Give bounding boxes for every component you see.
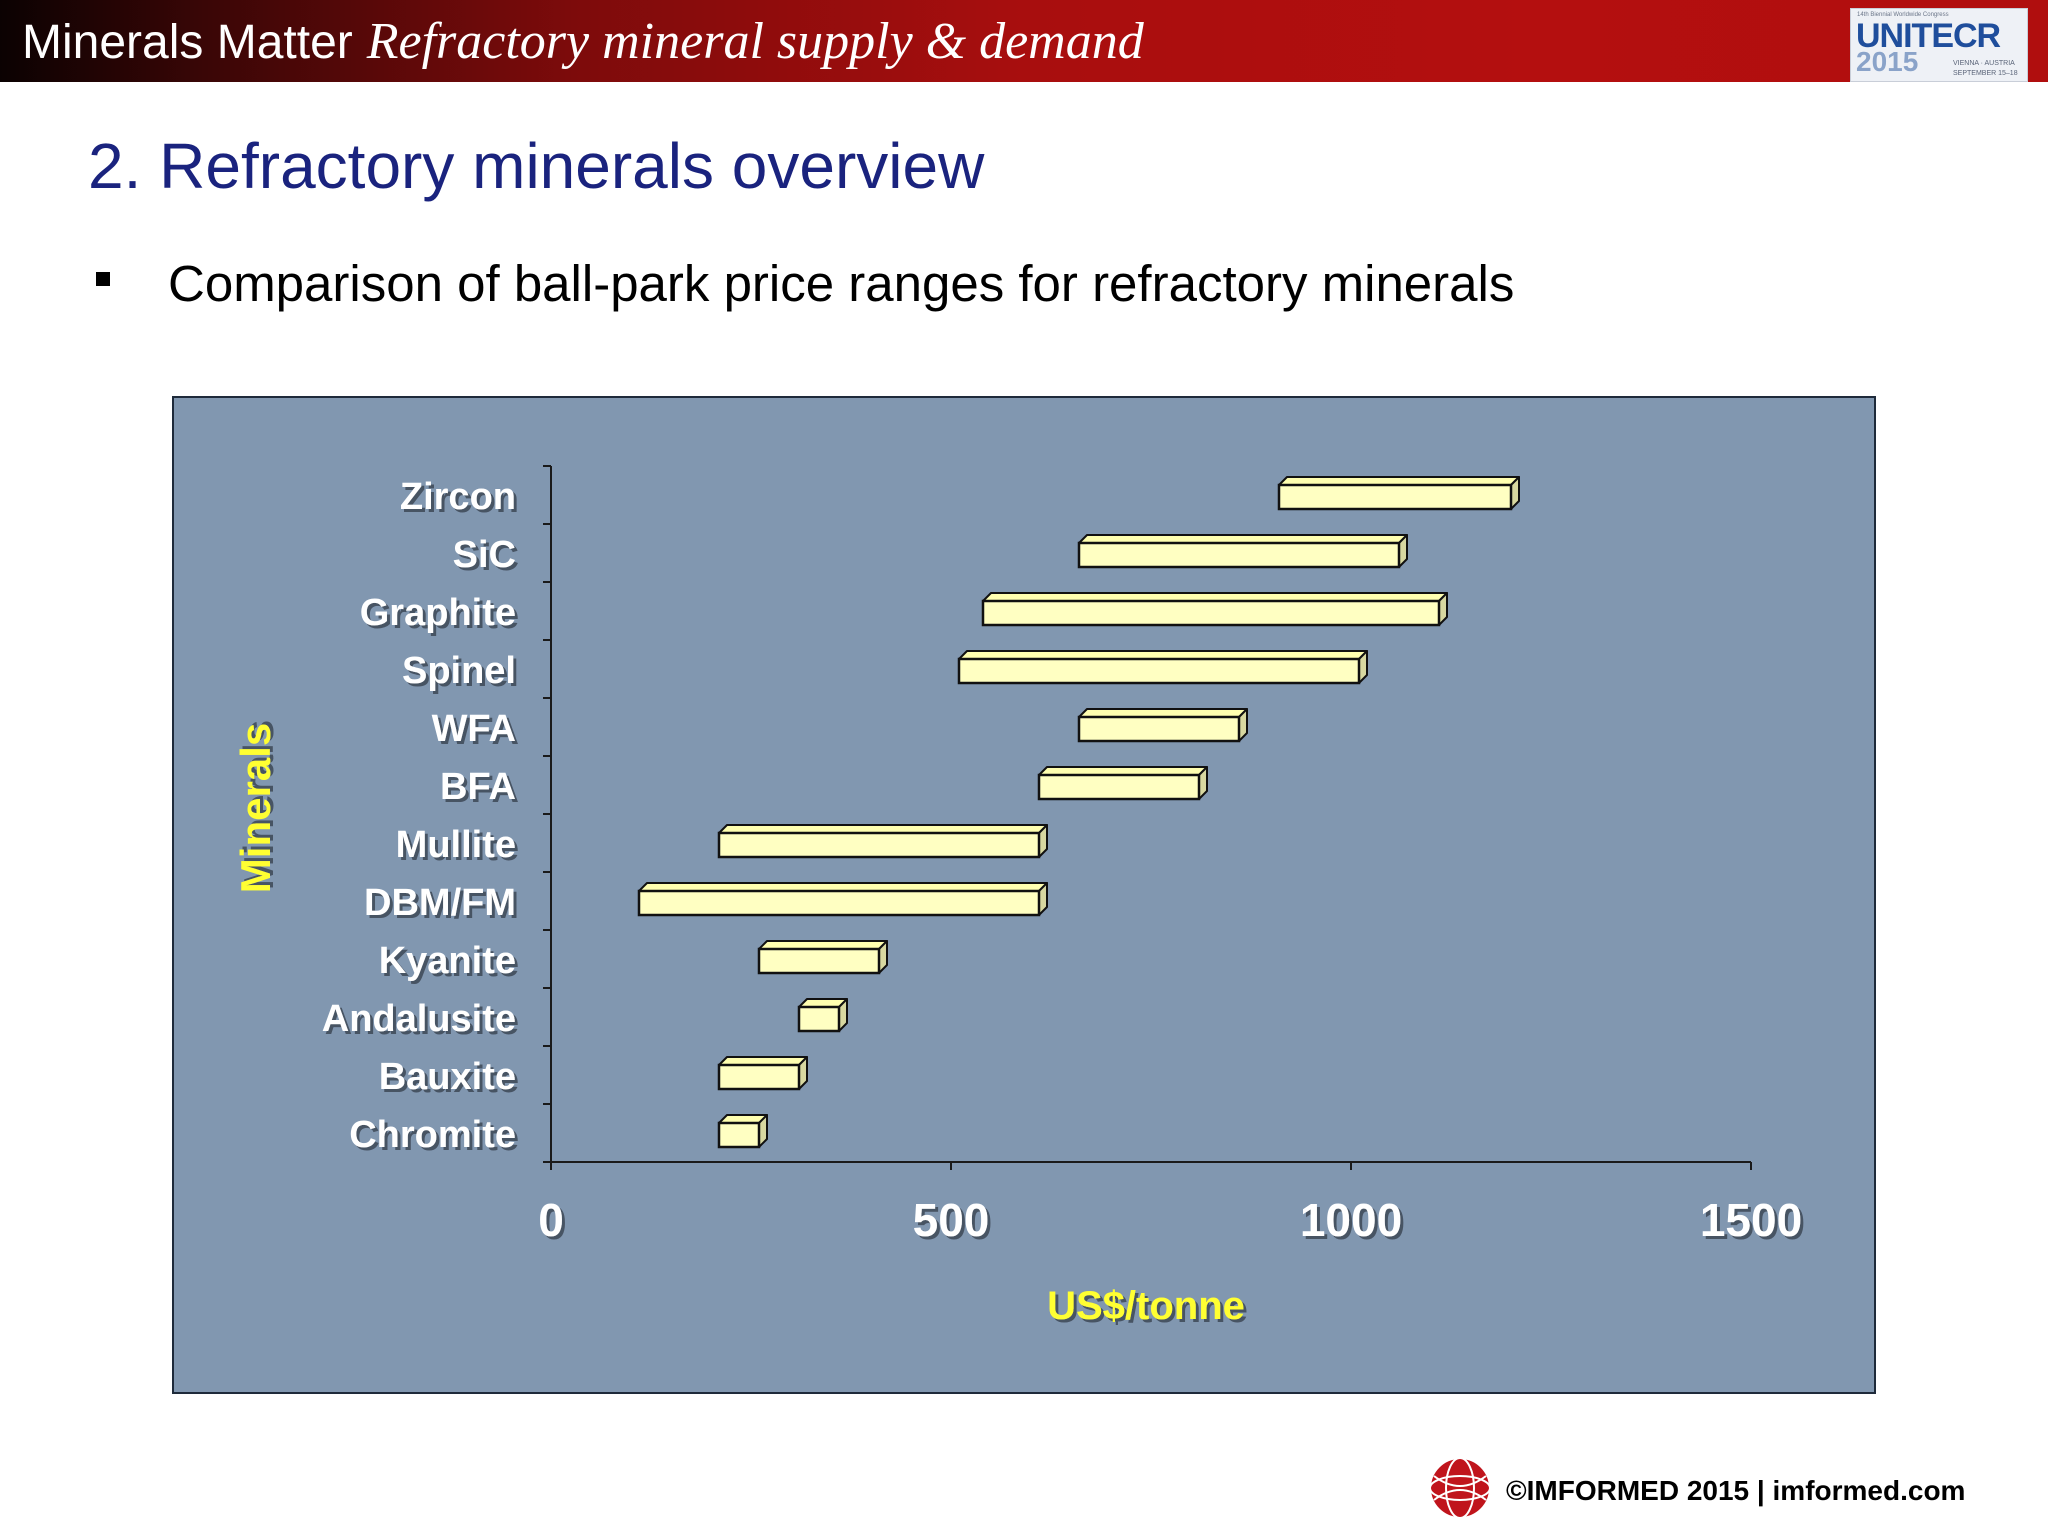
category-label-bfa: BFA xyxy=(440,766,516,808)
header-title-main: Minerals Matter xyxy=(22,16,353,69)
bar-front-face xyxy=(717,1121,761,1149)
bar-bfa xyxy=(1037,766,1208,801)
bar-front-face xyxy=(1077,541,1401,569)
bar-mullite xyxy=(717,824,1048,859)
bar-front-face xyxy=(757,947,881,975)
imformed-globe-icon xyxy=(1429,1457,1491,1519)
y-axis-title: Minerals xyxy=(232,723,279,893)
price-range-chart: 0 500 1000 1500 Zircon SiC Graphite Spinel WFA BF… xyxy=(172,396,1876,1394)
category-label-andalusite: Andalusite xyxy=(322,998,516,1040)
bar-front-face xyxy=(1077,715,1241,743)
x-tick-label: 1000 xyxy=(1300,1194,1402,1246)
labels-layer: 0 500 1000 1500 Zircon SiC Graphite Spinel WFA BF… xyxy=(232,476,1802,1328)
chart-canvas: 0 500 1000 1500 Zircon SiC Graphite Spinel WFA BF… xyxy=(232,465,1802,1328)
logo-tagline: 14th Biennial Worldwide Congress xyxy=(1857,12,1949,18)
category-label-bauxite: Bauxite xyxy=(379,1056,516,1098)
logo-brand: UNITECR xyxy=(1856,17,2001,55)
bar-front-face xyxy=(981,599,1441,627)
footer-copyright: ©IMFORMED 2015 | imformed.com xyxy=(1506,1475,1966,1506)
axes-layer xyxy=(543,465,1752,1170)
category-label-wfa: WFA xyxy=(432,708,516,750)
bullet-square-icon xyxy=(96,272,110,286)
logo-dates: SEPTEMBER 15–18 xyxy=(1953,70,2018,77)
bar-front-face xyxy=(717,1063,801,1091)
bar-dbm-fm xyxy=(637,882,1048,917)
bar-front-face xyxy=(637,889,1041,917)
bar-andalusite xyxy=(797,998,848,1033)
category-label-sic: SiC xyxy=(453,534,516,576)
header-title: Minerals Matter Refractory mineral supply… xyxy=(22,14,1144,71)
bullet-text: Comparison of ball-park price ranges for… xyxy=(168,255,1515,312)
bar-front-face xyxy=(717,831,1041,859)
bar-graphite xyxy=(981,592,1448,627)
header-title-subtitle: Refractory mineral supply & demand xyxy=(366,13,1144,70)
category-label-chromite: Chromite xyxy=(349,1114,516,1156)
bars-layer xyxy=(637,476,1520,1149)
bar-front-face xyxy=(1037,773,1201,801)
category-label-zircon: Zircon xyxy=(400,476,516,518)
x-tick-label: 1500 xyxy=(1700,1194,1802,1246)
bar-front-face xyxy=(957,657,1361,685)
bar-wfa xyxy=(1077,708,1248,743)
x-tick-label: 500 xyxy=(913,1194,990,1246)
logo-year: 2015 xyxy=(1856,46,1919,77)
unitecr-logo: 14th Biennial Worldwide Congress UNITECR… xyxy=(1850,8,2028,82)
bar-spinel xyxy=(957,650,1368,685)
x-tick-label: 0 xyxy=(538,1194,564,1246)
bar-front-face xyxy=(1277,483,1513,511)
bar-front-face xyxy=(797,1005,841,1033)
bar-sic xyxy=(1077,534,1408,569)
bar-kyanite xyxy=(757,940,888,975)
bar-zircon xyxy=(1277,476,1520,511)
category-label-graphite: Graphite xyxy=(360,592,516,634)
category-label-mullite: Mullite xyxy=(396,824,516,866)
x-axis-title: US$/tonne xyxy=(1047,1284,1245,1328)
slide-title: 2. Refractory minerals overview xyxy=(88,130,985,202)
slide-header-bar: Minerals Matter Refractory mineral supply… xyxy=(0,0,2048,82)
bar-bauxite xyxy=(717,1056,808,1091)
bar-chromite xyxy=(717,1114,768,1149)
category-label-spinel: Spinel xyxy=(402,650,516,692)
category-label-kyanite: Kyanite xyxy=(379,940,516,982)
category-label-dbm-fm: DBM/FM xyxy=(364,882,516,924)
logo-place: VIENNA · AUSTRIA xyxy=(1953,60,2015,67)
